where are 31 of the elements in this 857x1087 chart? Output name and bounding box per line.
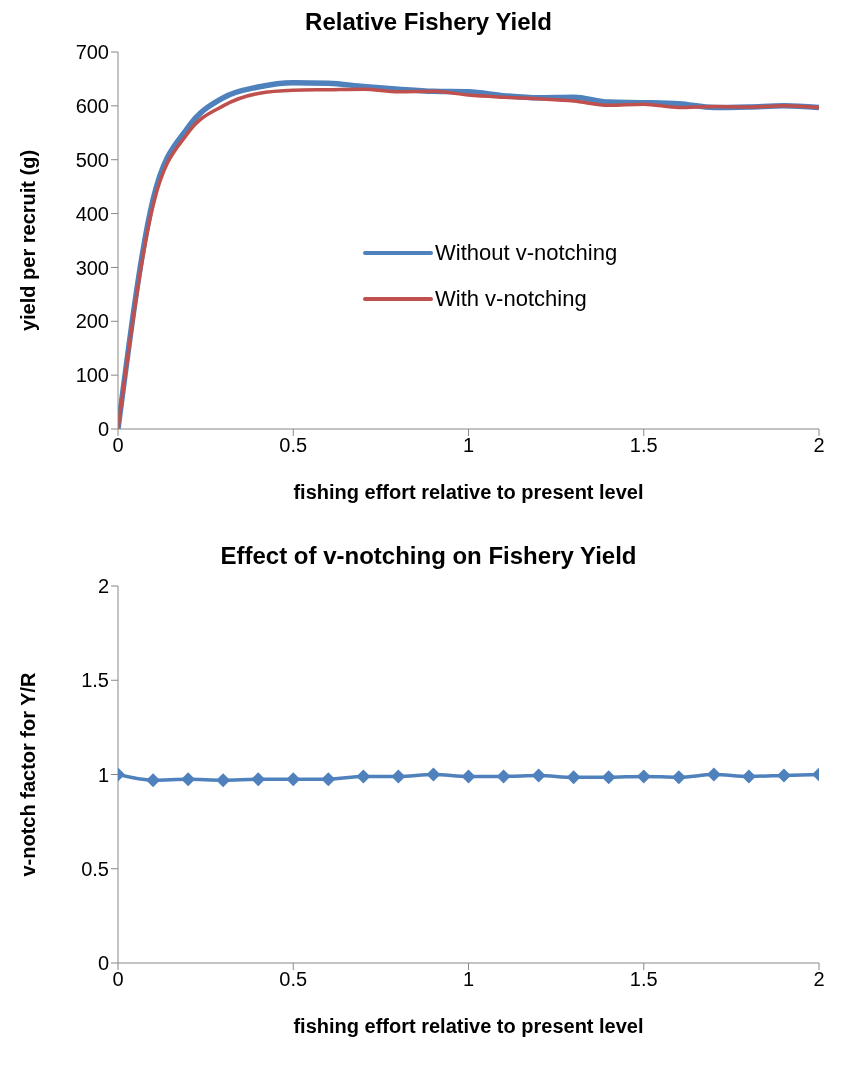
x-tick-label: 0.5	[279, 434, 308, 457]
y-axis-title: v-notch factor for Y/R	[17, 671, 40, 877]
y-tick-label: 400	[75, 202, 109, 225]
chart-title: Relative Fishery Yield	[304, 8, 553, 37]
legend-label: Without v-notching	[435, 240, 618, 266]
x-tick-label: 2	[813, 434, 825, 457]
x-tick-label: 0	[112, 968, 124, 991]
y-tick-label: 0	[97, 952, 109, 975]
y-tick-label: 2	[97, 575, 109, 598]
y-tick-label: 1.5	[81, 669, 109, 692]
y-tick-label: 700	[75, 41, 109, 64]
y-axis-title: yield per recruit (g)	[17, 149, 40, 332]
x-tick-label: 2	[813, 968, 825, 991]
y-tick-label: 1	[97, 763, 109, 786]
y-tick-label: 300	[75, 256, 109, 279]
x-tick-label: 0.5	[279, 968, 308, 991]
x-tick-label: 1	[462, 434, 475, 457]
x-axis-title: fishing effort relative to present level	[293, 1015, 644, 1037]
y-tick-label: 200	[75, 310, 109, 333]
legend-label: With v-notching	[435, 286, 587, 312]
x-tick-label: 1.5	[629, 434, 658, 457]
y-tick-label: 100	[75, 364, 109, 387]
x-tick-label: 1	[462, 968, 475, 991]
y-tick-label: 600	[75, 94, 109, 117]
x-tick-label: 1.5	[629, 968, 658, 991]
chart-title: Effect of v-notching on Fishery Yield	[219, 542, 638, 571]
y-tick-label: 0	[97, 418, 109, 441]
y-tick-label: 0.5	[81, 857, 109, 880]
x-tick-label: 0	[112, 434, 124, 457]
y-tick-label: 500	[75, 148, 109, 171]
x-axis-title: fishing effort relative to present level	[293, 481, 644, 503]
